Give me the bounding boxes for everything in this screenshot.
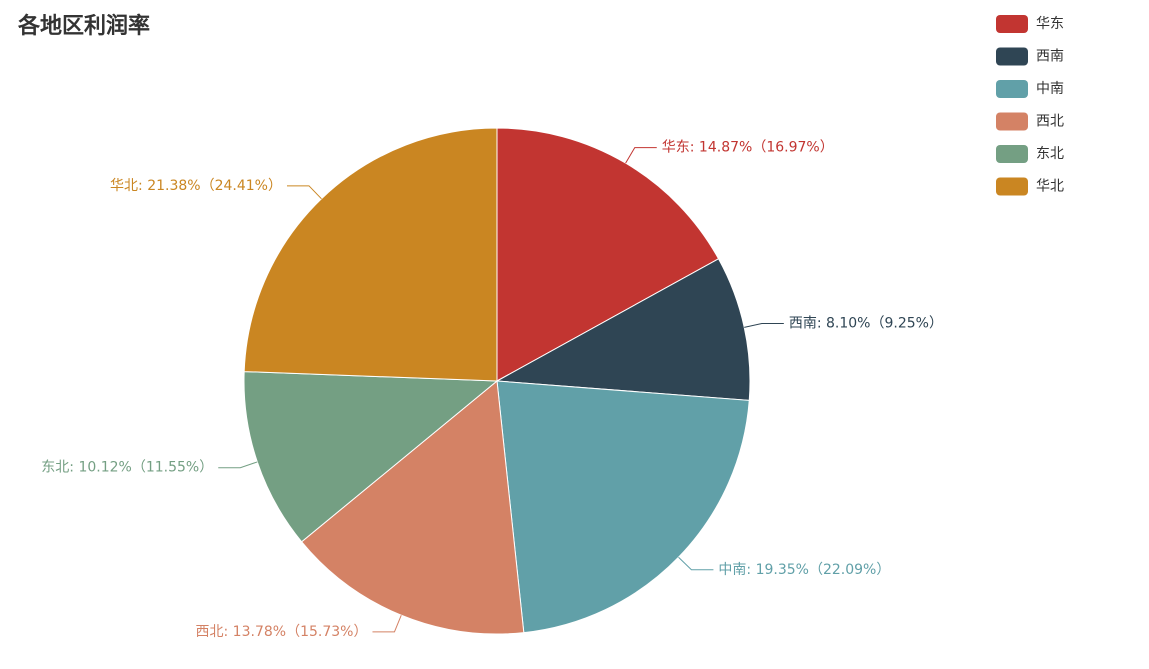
label-line — [286, 185, 322, 200]
legend-swatch[interactable] — [996, 177, 1028, 196]
label-line — [372, 615, 402, 633]
pie-slice — [495, 258, 751, 401]
legend-swatch[interactable] — [996, 112, 1028, 131]
chart-title: 各地区利润率 — [17, 13, 150, 39]
legend-label[interactable]: 华东 — [1036, 16, 1064, 32]
data-label: 东北: 10.12%（11.55%） — [41, 460, 213, 476]
legend-label[interactable]: 西北 — [1036, 114, 1064, 130]
label-line — [218, 461, 258, 469]
label-line — [625, 147, 657, 164]
pie-slice — [243, 127, 498, 382]
label-line — [744, 323, 784, 328]
pie-slice — [496, 380, 750, 634]
legend-label[interactable]: 中南 — [1036, 81, 1064, 97]
legend-swatch[interactable] — [996, 47, 1028, 66]
label-line — [678, 556, 714, 571]
data-label: 西南: 8.10%（9.25%） — [789, 316, 943, 332]
legend-label[interactable]: 华北 — [1036, 179, 1064, 195]
pie-slice — [300, 380, 525, 635]
legend-swatch[interactable] — [996, 145, 1028, 163]
data-label: 中南: 19.35%（22.09%） — [718, 562, 890, 578]
legend-label[interactable]: 西南 — [1036, 49, 1064, 65]
legend-label[interactable]: 东北 — [1036, 146, 1064, 162]
legend-swatch[interactable] — [996, 15, 1028, 33]
data-label: 西北: 13.78%（15.73%） — [196, 624, 368, 640]
pie-slice — [496, 127, 720, 382]
legend-swatch[interactable] — [996, 80, 1028, 98]
data-label: 华东: 14.87%（16.97%） — [662, 140, 834, 156]
data-label: 华北: 21.38%（24.41%） — [110, 178, 282, 194]
